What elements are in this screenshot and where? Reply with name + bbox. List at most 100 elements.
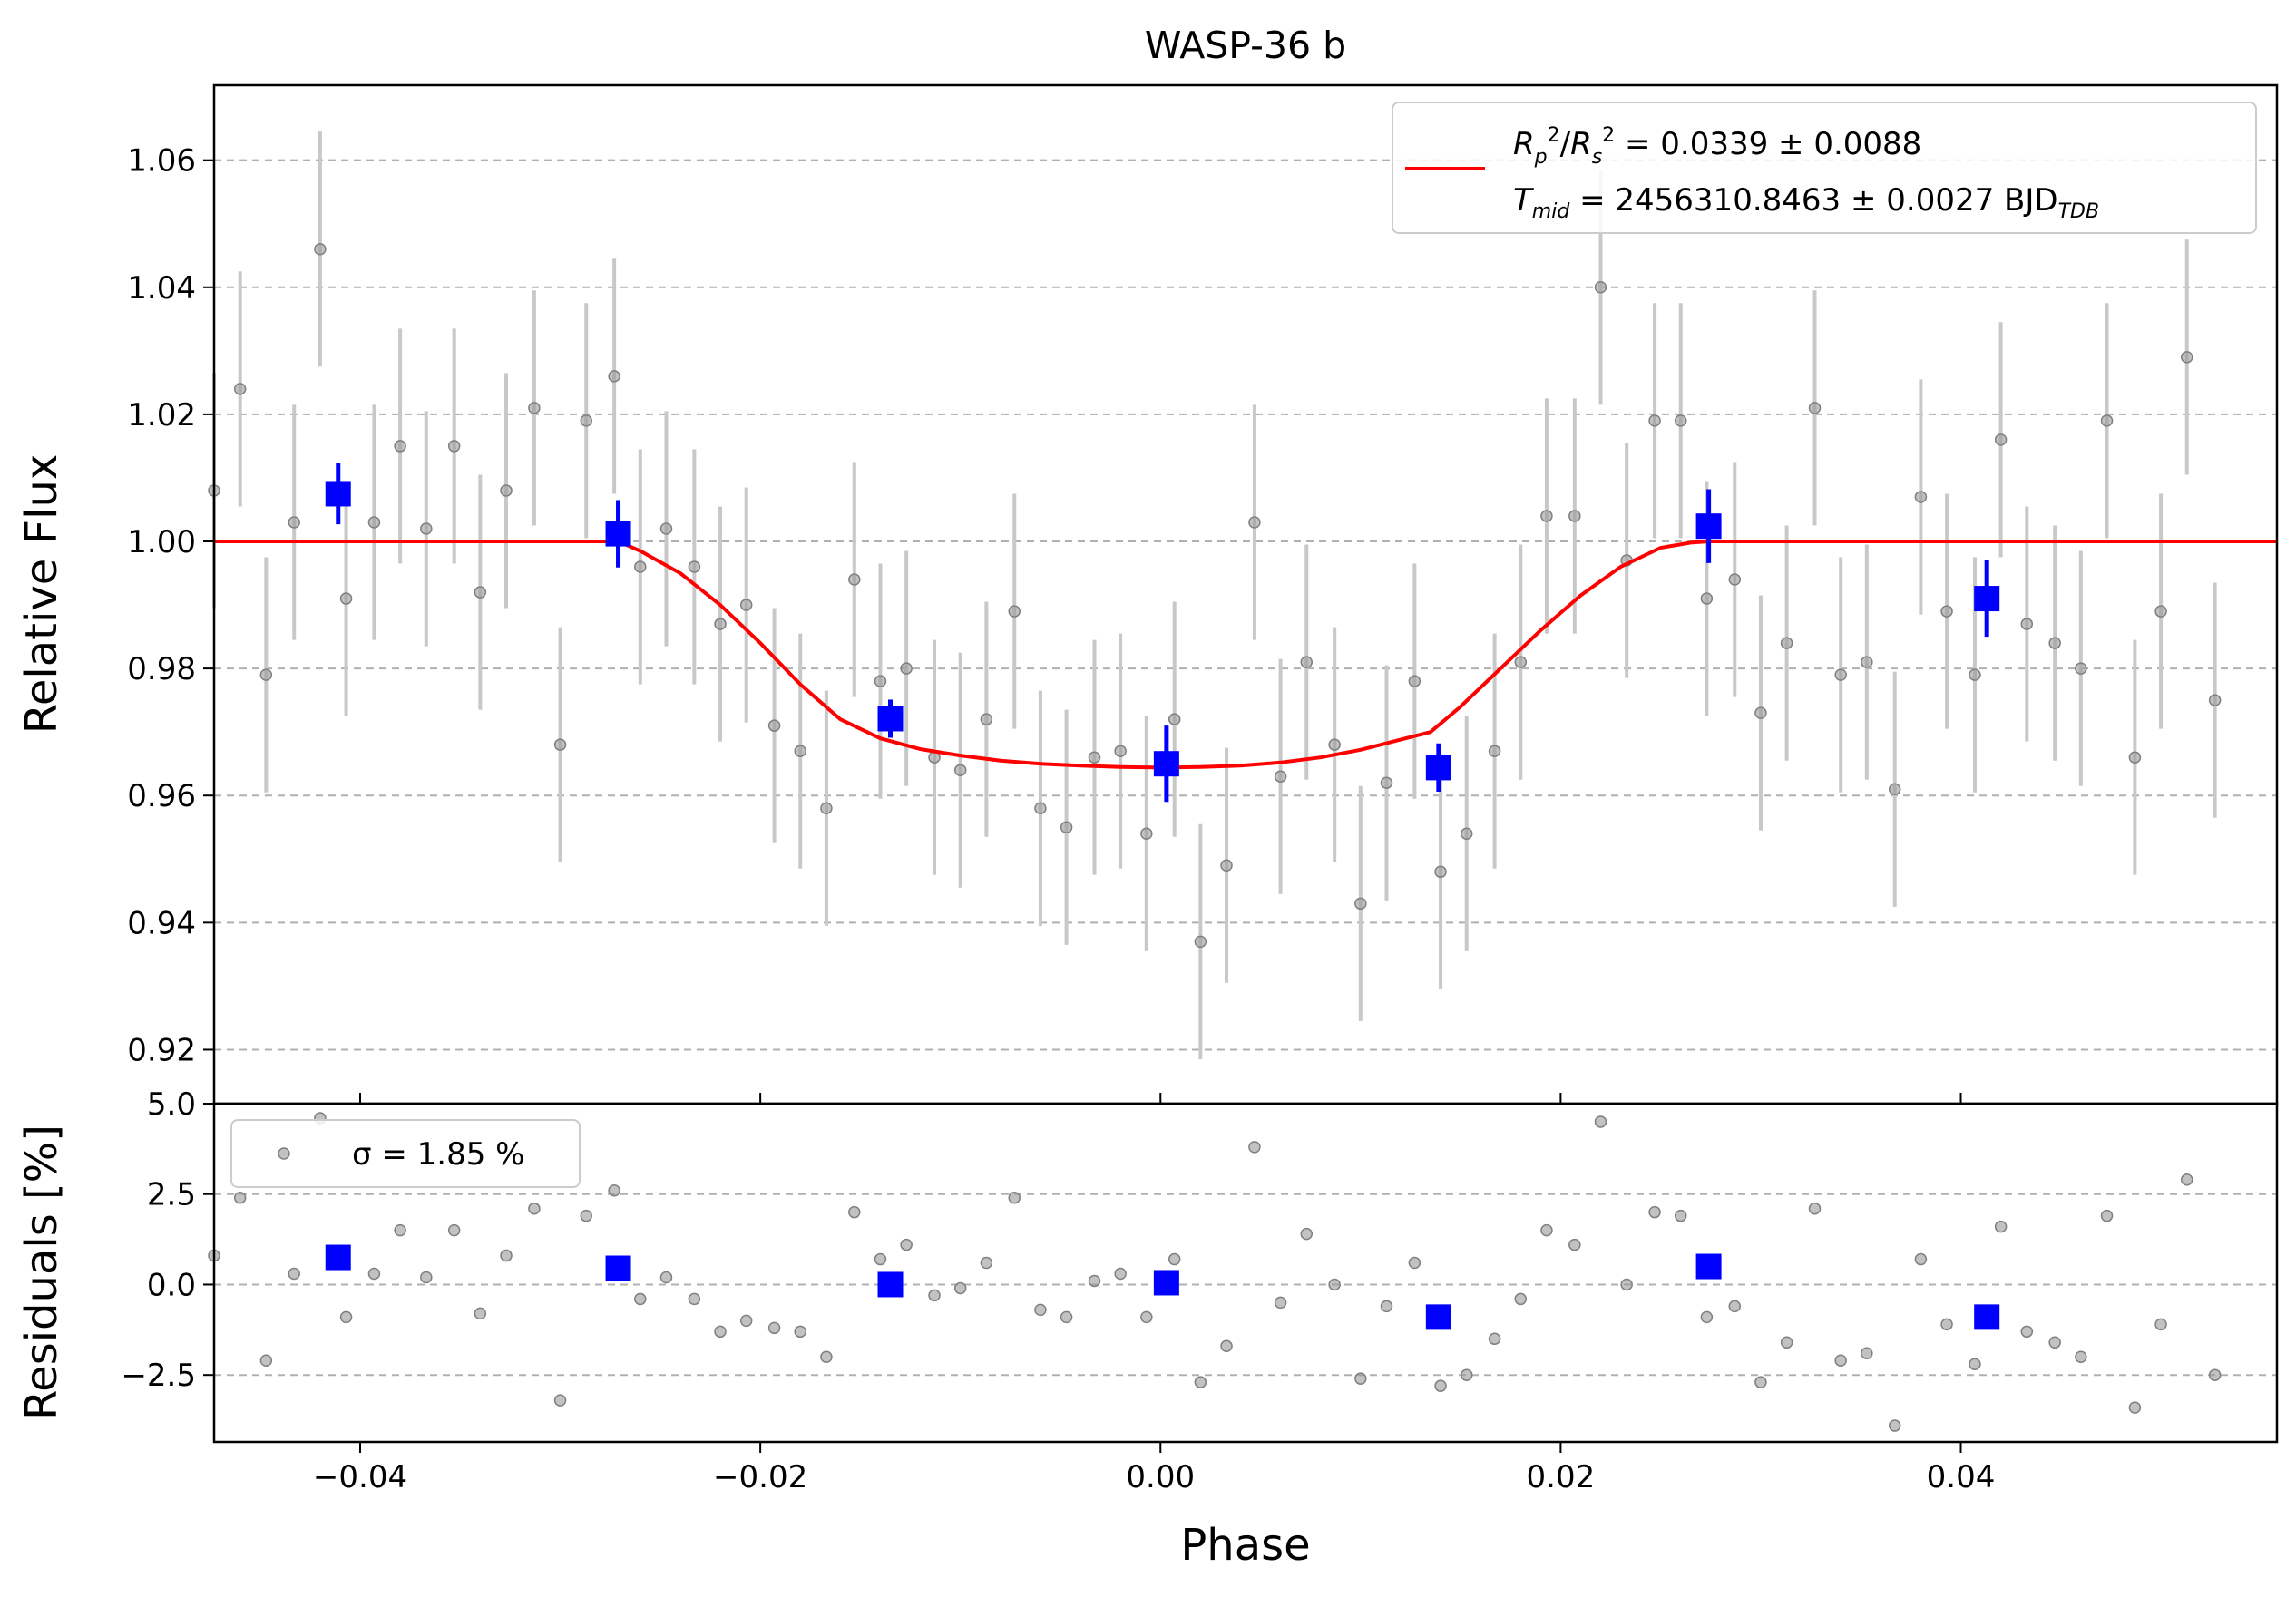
raw-residual-point bbox=[2128, 1401, 2142, 1414]
raw-flux-point bbox=[1888, 783, 1901, 795]
raw-residual-point bbox=[980, 1256, 993, 1270]
raw-flux-point bbox=[1728, 573, 1742, 586]
residuals-y-ticks: −2.5 0.0 2.5 5.0 bbox=[121, 1086, 214, 1394]
raw-flux-point bbox=[1008, 605, 1021, 618]
raw-flux-point bbox=[608, 370, 620, 383]
phase-x-tick-label: 0.04 bbox=[1927, 1459, 1996, 1495]
raw-flux-point bbox=[1168, 713, 1181, 725]
raw-flux-point bbox=[1220, 859, 1233, 872]
raw-residual-point bbox=[367, 1267, 381, 1281]
raw-flux-point bbox=[2048, 637, 2061, 649]
raw-residual-point bbox=[420, 1271, 433, 1284]
raw-residual-point bbox=[1674, 1209, 1687, 1222]
raw-flux-point bbox=[233, 383, 247, 395]
raw-flux-point bbox=[2075, 662, 2087, 675]
flux-grid bbox=[214, 159, 2277, 1051]
raw-residual-point bbox=[1568, 1238, 1581, 1251]
flux-y-axis-label: Relative Flux bbox=[16, 454, 67, 735]
raw-flux-point bbox=[1834, 668, 1847, 681]
raw-residual-point bbox=[1700, 1310, 1714, 1324]
raw-flux-point bbox=[1568, 510, 1581, 522]
raw-residual-point bbox=[2154, 1318, 2167, 1331]
legend-midtime-text: Tmid = 2456310.8463 ± 0.0027 BJDTDB bbox=[1513, 182, 2099, 223]
raw-residual-point bbox=[2208, 1368, 2222, 1381]
raw-residual-point bbox=[1114, 1267, 1127, 1281]
binned-residual-point bbox=[325, 1244, 351, 1271]
raw-residual-point bbox=[848, 1205, 861, 1219]
raw-residual-point bbox=[2100, 1209, 2114, 1222]
binned-flux-point bbox=[325, 481, 351, 507]
raw-flux-point bbox=[1328, 738, 1341, 751]
raw-residual-point bbox=[1728, 1300, 1742, 1313]
raw-residual-point bbox=[1754, 1376, 1767, 1388]
flux-legend: Rp2/Rs2 = 0.0339 ± 0.0088 Tmid = 2456310… bbox=[1392, 102, 2257, 234]
raw-flux-point bbox=[1434, 865, 1447, 879]
raw-flux-point bbox=[447, 440, 461, 453]
raw-residual-point bbox=[874, 1252, 887, 1266]
raw-flux-point bbox=[420, 522, 433, 535]
raw-flux-point bbox=[367, 516, 381, 529]
raw-residual-point bbox=[1168, 1252, 1181, 1266]
raw-residual-point bbox=[1274, 1296, 1287, 1310]
raw-residual-point bbox=[1328, 1278, 1341, 1291]
raw-flux-point bbox=[314, 242, 327, 256]
raw-flux-point bbox=[688, 560, 701, 573]
binned-flux-point bbox=[1153, 751, 1179, 777]
flux-y-ticks: 0.92 0.94 0.96 0.98 1.00 1.02 1.04 1.06 bbox=[127, 143, 214, 1068]
residuals-legend: σ = 1.85 % bbox=[230, 1119, 581, 1188]
raw-flux-point bbox=[659, 522, 673, 535]
binned-residual-points bbox=[325, 1244, 2000, 1330]
raw-residual-point bbox=[634, 1292, 647, 1306]
raw-residual-point bbox=[1194, 1376, 1207, 1388]
raw-flux-point bbox=[1408, 675, 1422, 687]
raw-flux-point bbox=[820, 802, 833, 814]
raw-flux-points bbox=[208, 242, 2222, 949]
raw-residual-point bbox=[1940, 1318, 1953, 1331]
raw-flux-point bbox=[1140, 827, 1153, 841]
raw-residual-point bbox=[1969, 1358, 1981, 1370]
raw-flux-point bbox=[2154, 605, 2167, 618]
legend-residual-swatch bbox=[278, 1147, 290, 1160]
legend-sigma-text: σ = 1.85 % bbox=[352, 1136, 524, 1173]
raw-residual-point bbox=[1460, 1368, 1473, 1381]
raw-flux-point bbox=[1914, 491, 1928, 503]
raw-residual-point bbox=[1354, 1372, 1367, 1385]
raw-flux-point bbox=[394, 440, 406, 453]
phase-x-tick-label: −0.04 bbox=[313, 1459, 407, 1495]
flux-y-tick-label: 0.94 bbox=[127, 905, 196, 941]
raw-residual-point bbox=[1888, 1419, 1901, 1432]
transit-model-line bbox=[214, 540, 2277, 770]
residuals-y-tick-label: 2.5 bbox=[147, 1177, 196, 1213]
raw-residual-point bbox=[1034, 1303, 1047, 1317]
raw-flux-point bbox=[580, 414, 592, 427]
flux-y-tick-label: 1.06 bbox=[127, 143, 196, 180]
flux-y-tick-label: 0.92 bbox=[127, 1032, 196, 1068]
raw-residual-point bbox=[659, 1271, 673, 1284]
raw-flux-point bbox=[1114, 745, 1127, 757]
residuals-axes-frame bbox=[212, 1102, 2279, 1444]
raw-flux-point bbox=[1861, 656, 1873, 668]
raw-flux-point bbox=[1194, 935, 1207, 949]
flux-y-tick-label: 0.96 bbox=[127, 778, 196, 814]
raw-flux-point bbox=[900, 662, 913, 675]
raw-flux-point bbox=[528, 402, 541, 414]
raw-flux-point bbox=[1088, 751, 1101, 764]
raw-flux-point bbox=[1540, 510, 1553, 522]
raw-flux-point bbox=[1594, 281, 1607, 294]
raw-residual-point bbox=[339, 1310, 353, 1324]
flux-panel: 0.92 0.94 0.96 0.98 1.00 1.02 1.04 1.06 WASP-36… bbox=[16, 24, 2279, 1105]
raw-flux-point bbox=[794, 745, 806, 757]
raw-flux-point bbox=[1780, 637, 1793, 649]
raw-residual-point bbox=[900, 1238, 913, 1251]
raw-flux-point bbox=[1994, 433, 2008, 446]
raw-residual-point bbox=[1994, 1220, 2008, 1233]
raw-residual-point bbox=[1648, 1205, 1661, 1219]
raw-flux-point bbox=[1034, 802, 1047, 814]
raw-flux-point bbox=[1700, 592, 1714, 605]
raw-residual-point bbox=[1060, 1310, 1073, 1324]
raw-flux-point bbox=[1354, 897, 1367, 910]
raw-residual-point bbox=[447, 1223, 461, 1237]
raw-flux-point bbox=[1674, 414, 1687, 427]
raw-flux-point bbox=[953, 764, 967, 776]
raw-flux-point bbox=[500, 484, 513, 497]
